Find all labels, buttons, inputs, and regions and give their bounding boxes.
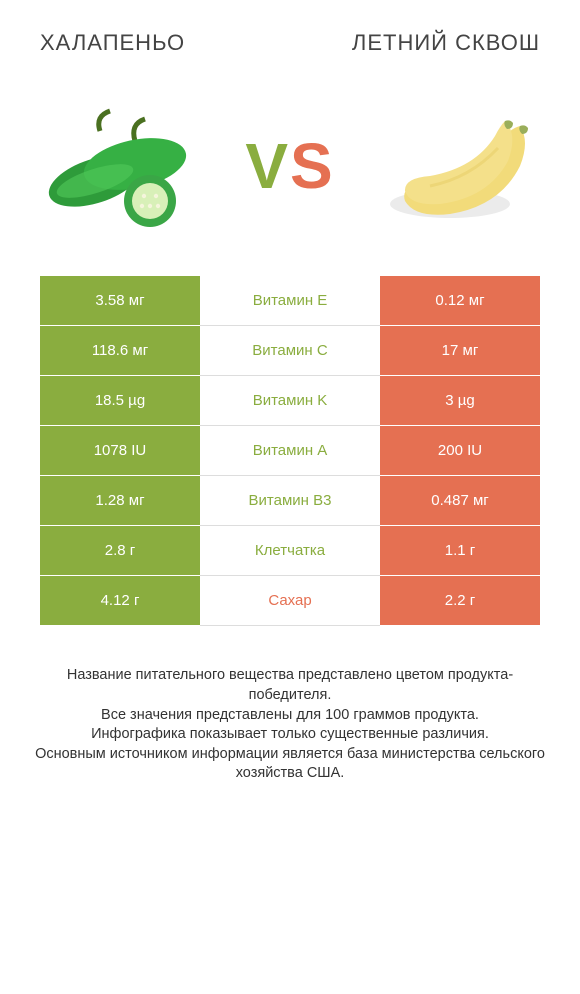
product-left-title: Халапеньо [40, 30, 185, 56]
nutrient-label: Витамин B3 [200, 476, 380, 526]
footer-notes: Название питательного вещества представл… [30, 666, 550, 783]
value-left: 18.5 µg [40, 376, 200, 426]
value-right: 17 мг [380, 326, 540, 376]
value-right: 0.12 мг [380, 276, 540, 326]
value-left: 1.28 мг [40, 476, 200, 526]
value-right: 0.487 мг [380, 476, 540, 526]
nutrient-label: Витамин C [200, 326, 380, 376]
table-row: 118.6 мгВитамин C17 мг [40, 326, 540, 376]
footer-line: Инфографика показывает только существенн… [30, 725, 550, 745]
product-right-title: Летний сквош [352, 30, 540, 56]
value-right: 2.2 г [380, 576, 540, 626]
value-right: 1.1 г [380, 526, 540, 576]
value-left: 1078 IU [40, 426, 200, 476]
value-right: 3 µg [380, 376, 540, 426]
table-row: 1078 IUВитамин A200 IU [40, 426, 540, 476]
vs-s: S [290, 130, 335, 202]
footer-line: Основным источником информации является … [30, 745, 550, 784]
table-row: 4.12 гСахар2.2 г [40, 576, 540, 626]
table-row: 3.58 мгВитамин E0.12 мг [40, 276, 540, 326]
value-left: 4.12 г [40, 576, 200, 626]
table-row: 2.8 гКлетчатка1.1 г [40, 526, 540, 576]
vs-v: V [245, 130, 290, 202]
value-right: 200 IU [380, 426, 540, 476]
images-row: VS [0, 66, 580, 276]
comparison-table: 3.58 мгВитамин E0.12 мг118.6 мгВитамин C… [40, 276, 540, 626]
footer-line: Название питательного вещества представл… [30, 666, 550, 705]
nutrient-label: Витамин E [200, 276, 380, 326]
value-left: 2.8 г [40, 526, 200, 576]
squash-image [380, 86, 540, 246]
footer-line: Все значения представлены для 100 граммо… [30, 706, 550, 726]
table-row: 18.5 µgВитамин K3 µg [40, 376, 540, 426]
table-row: 1.28 мгВитамин B30.487 мг [40, 476, 540, 526]
value-left: 118.6 мг [40, 326, 200, 376]
nutrient-label: Сахар [200, 576, 380, 626]
value-left: 3.58 мг [40, 276, 200, 326]
nutrient-label: Клетчатка [200, 526, 380, 576]
nutrient-label: Витамин K [200, 376, 380, 426]
vs-label: VS [245, 129, 334, 203]
header: Халапеньо Летний сквош [0, 0, 580, 66]
nutrient-label: Витамин A [200, 426, 380, 476]
jalapeno-image [40, 86, 200, 246]
